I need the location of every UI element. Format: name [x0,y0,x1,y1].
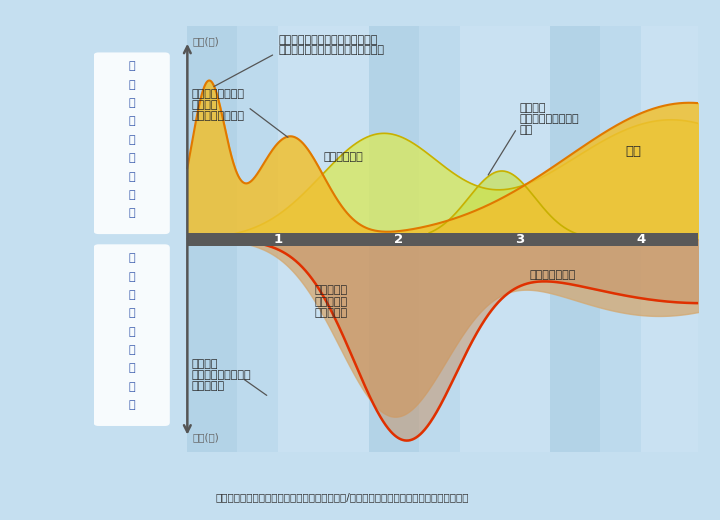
Text: 脱毛: 脱毛 [626,145,642,158]
FancyBboxPatch shape [94,53,170,234]
Text: 2: 2 [395,232,404,245]
Bar [550,26,600,452]
Text: か: か [128,135,135,145]
Text: る: る [128,153,135,163]
Text: 査: 査 [128,272,135,282]
Bar [187,26,237,452]
Text: 自: 自 [128,61,135,72]
Text: 全身倦怠感、便秘: 全身倦怠感、便秘 [192,111,245,121]
Text: 4: 4 [636,232,646,245]
Text: 用: 用 [128,400,135,410]
Text: あくまで一般的な目安であり、実際の発現頻度/程度、時期については個人差があります。: あくまで一般的な目安であり、実際の発現頻度/程度、時期については個人差があります… [216,492,469,502]
Bar [369,26,419,452]
Text: 血小板低下: 血小板低下 [192,381,225,391]
Text: 賢機能障害: 賢機能障害 [315,296,348,307]
Text: 検: 検 [128,253,135,264]
Text: 神経毒性: 神経毒性 [520,103,546,113]
Text: 作: 作 [128,190,135,200]
Text: で: で [128,98,135,108]
Text: 頻度(高): 頻度(高) [192,36,219,47]
Text: 骨髄抑制、貫血: 骨髄抑制、貫血 [529,270,575,280]
Text: 口内炎、下痢: 口内炎、下痢 [323,152,363,162]
Bar [187,26,278,452]
Text: 白血球・好中球低下: 白血球・好中球低下 [192,370,251,380]
Bar [278,26,369,452]
Text: 急性悪心・吐気、アレルギー反応: 急性悪心・吐気、アレルギー反応 [278,35,377,45]
FancyBboxPatch shape [94,244,170,426]
Bar [187,233,720,245]
Text: 耳鳴: 耳鳴 [520,125,534,135]
Bar [459,26,550,452]
Text: 作: 作 [128,382,135,392]
Text: 肝機能障害: 肝機能障害 [315,284,348,295]
Text: 食欲低下: 食欲低下 [192,100,218,110]
Text: 用: 用 [128,208,135,218]
Bar [369,26,459,452]
Bar [641,26,720,452]
Text: 3: 3 [516,232,525,245]
Text: で: で [128,290,135,300]
Text: 頻度(高): 頻度(高) [192,432,219,441]
Text: 手指・足趾しびれ感: 手指・足趾しびれ感 [520,114,580,124]
Text: る: る [128,345,135,355]
Text: 骨髄抑制: 骨髄抑制 [192,359,218,369]
Text: わ: わ [128,308,135,318]
Bar [550,26,641,452]
Text: 分: 分 [128,80,135,90]
Text: か: か [128,327,135,337]
Text: 心機能障害: 心機能障害 [315,308,348,319]
Text: 血圧低下、不整脈、頻脈、呼吸困難: 血圧低下、不整脈、頻脈、呼吸困難 [278,45,384,55]
Text: わ: わ [128,116,135,126]
Text: 副: 副 [128,363,135,373]
Text: 1: 1 [274,232,283,245]
Text: 遅延性悪心・吐気: 遅延性悪心・吐気 [192,89,245,99]
Text: 副: 副 [128,172,135,181]
